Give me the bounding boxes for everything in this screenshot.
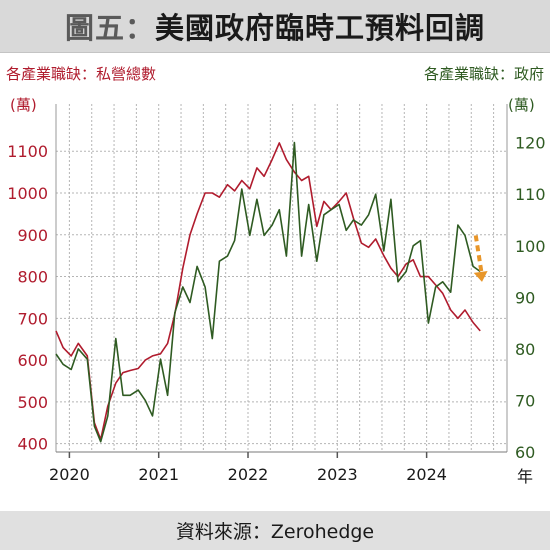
line-chart: 400 500 600 700 800 900 1000 1100 60 70 80 90 100 110… — [7, 104, 546, 486]
figure-number: 圖五： — [64, 11, 155, 45]
source-caption: 資料來源：Zerohedge — [0, 511, 550, 550]
x-axis-tick-label: 2021 — [138, 465, 179, 484]
left-axis-unit: (萬) — [10, 96, 37, 114]
right-axis-unit: (萬) — [508, 96, 535, 114]
left-axis-tick-label: 900 — [17, 226, 48, 245]
right-axis-tick-label: 120 — [515, 134, 546, 153]
x-axis-tick-label: 2020 — [49, 465, 90, 484]
grid — [56, 104, 507, 452]
x-axis-tick-label: 2023 — [317, 465, 358, 484]
left-axis-tick-label: 1100 — [7, 142, 48, 161]
axes: 400 500 600 700 800 900 1000 1100 60 70 80 90 100 110… — [7, 104, 546, 486]
right-axis-tick-label: 110 — [515, 185, 546, 204]
left-axis-tick-label: 400 — [17, 435, 48, 454]
right-axis-tick-label: 90 — [515, 288, 535, 307]
left-axis-tick-label: 1000 — [7, 184, 48, 203]
annotation-layer — [473, 235, 488, 282]
private-openings-line — [55, 142, 481, 441]
left-axis-series-label: 各產業職缺：私營總數 — [6, 65, 157, 83]
series-layer — [55, 141, 481, 443]
right-axis-tick-label: 80 — [515, 340, 535, 359]
trend-arrow-head — [473, 270, 488, 282]
trend-arrow-shaft — [473, 235, 484, 277]
left-axis-tick-label: 500 — [17, 393, 48, 412]
left-axis-tick-label: 800 — [17, 268, 48, 287]
right-axis-tick-label: 60 — [515, 443, 535, 462]
chart-title: 美國政府臨時工預料回調 — [155, 11, 486, 45]
right-axis-tick-label: 100 — [515, 237, 546, 256]
right-axis-series-label: 各產業職缺：政府 — [423, 65, 544, 83]
right-axis-tick-label: 70 — [515, 391, 535, 410]
government-openings-line — [55, 141, 481, 443]
x-axis-tick-label: 2024 — [406, 465, 447, 484]
left-axis-tick-label: 700 — [17, 309, 48, 328]
left-axis-tick-label: 600 — [17, 351, 48, 370]
x-axis-tick-label: 2022 — [228, 465, 269, 484]
x-axis-label: 年 — [517, 467, 533, 486]
title-bar: 圖五： 美國政府臨時工預料回調 — [0, 0, 550, 53]
